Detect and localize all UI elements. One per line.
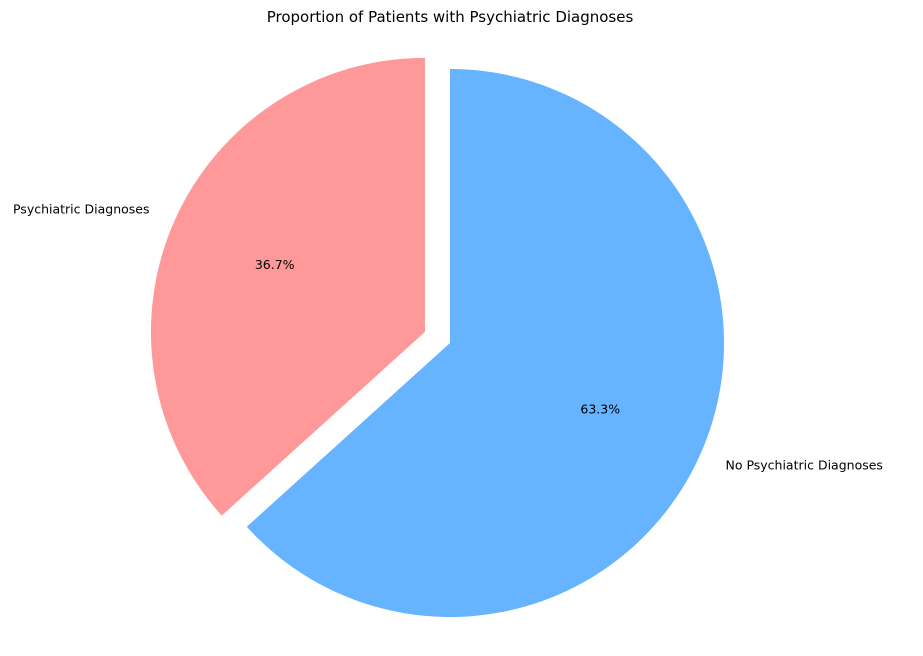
pie-slices — [150, 57, 724, 617]
slice-label-1: Psychiatric Diagnoses — [13, 202, 150, 217]
pie-slice-1 — [150, 57, 425, 516]
slice-percent-1: 36.7% — [255, 257, 295, 272]
pie-slice-2 — [246, 69, 724, 617]
slice-label-2: No Psychiatric Diagnoses — [725, 457, 882, 472]
pie-labels: Psychiatric Diagnoses 36.7% No Psychiatric… — [13, 202, 883, 473]
chart-title: Proportion of Patients with Psychiatric … — [267, 8, 634, 26]
slice-percent-2: 63.3% — [580, 402, 620, 417]
